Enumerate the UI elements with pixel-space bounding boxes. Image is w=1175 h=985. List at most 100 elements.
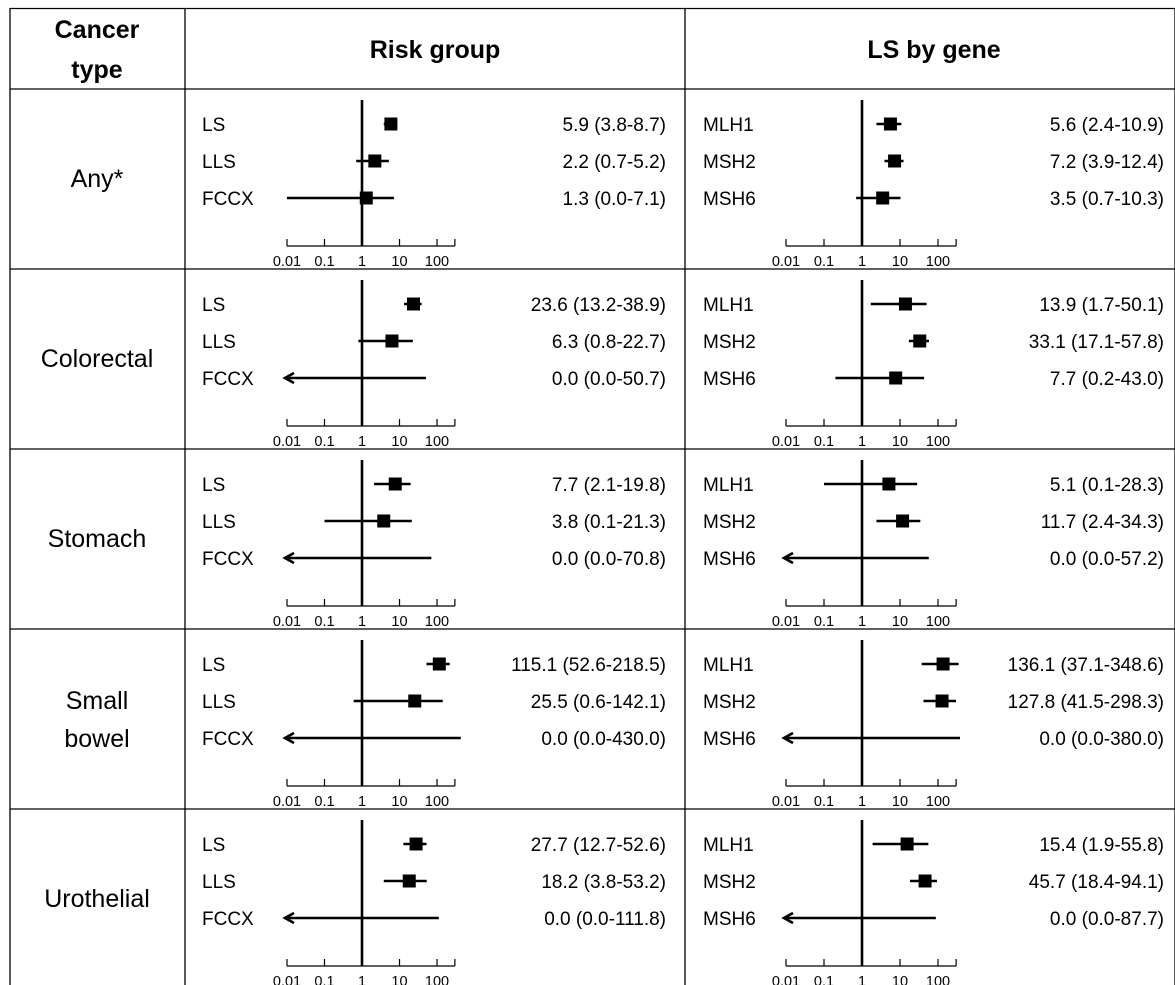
x-tick-label: 0.01 — [273, 614, 301, 630]
x-tick-label: 0.1 — [314, 434, 334, 450]
point-estimate — [359, 191, 373, 205]
estimate-ci-text: 7.7 (2.1-19.8) — [552, 475, 666, 496]
forest-panels: Any* 0.01 0.1 1 10 100 LS 5.9 (3.8-8.7) LLS 2.2 (… — [41, 100, 1164, 985]
row-label: LS — [202, 295, 225, 316]
left-arrow — [282, 731, 295, 745]
risk-group-forest: 0.01 0.1 1 10 100 LS 5.9 (3.8-8.7) LLS 2.2 (0.7-… — [202, 100, 666, 270]
estimate-ci-text: 5.9 (3.8-8.7) — [563, 115, 667, 136]
point-estimate — [408, 694, 422, 708]
x-tick-label: 0.01 — [273, 254, 301, 270]
x-tick-label: 100 — [425, 254, 449, 270]
point-estimate — [402, 874, 416, 888]
cancer-type-label: Colorectal — [41, 345, 154, 373]
x-tick-label: 1 — [358, 614, 366, 630]
estimate-ci-text: 5.6 (2.4-10.9) — [1050, 115, 1164, 136]
row-label: LS — [202, 115, 225, 136]
estimate-ci-text: 11.7 (2.4-34.3) — [1041, 512, 1164, 533]
point-estimate — [409, 837, 423, 851]
estimate-ci-text: 13.9 (1.7-50.1) — [1039, 295, 1164, 316]
row-label: LLS — [202, 872, 236, 893]
x-tick-label: 10 — [892, 974, 908, 985]
ls-by-gene-forest: 0.01 0.1 1 10 100 MLH1 5.6 (2.4-10.9) MSH2 7.2 (… — [703, 100, 1164, 270]
x-tick-label: 1 — [358, 434, 366, 450]
row-label: LLS — [202, 152, 236, 173]
point-estimate — [368, 154, 382, 168]
x-tick-label: 0.1 — [314, 974, 334, 985]
row-label: MSH2 — [703, 692, 756, 713]
x-tick-label: 100 — [926, 434, 950, 450]
cancer-type-label: bowel — [64, 725, 129, 753]
row-label: MSH2 — [703, 512, 756, 533]
point-estimate — [936, 657, 950, 671]
estimate-ci-text: 33.1 (17.1-57.8) — [1029, 332, 1164, 353]
x-tick-label: 0.01 — [772, 254, 800, 270]
table-grid — [9, 7, 1175, 985]
row-label: FCCX — [202, 729, 254, 750]
row-label: MSH6 — [703, 189, 756, 210]
x-tick-label: 1 — [858, 614, 866, 630]
estimate-ci-text: 45.7 (18.4-94.1) — [1029, 872, 1164, 893]
row-label: FCCX — [202, 549, 254, 570]
estimate-ci-text: 0.0 (0.0-87.7) — [1050, 909, 1164, 930]
risk-group-forest: 0.01 0.1 1 10 100 LS 7.7 (2.1-19.8) LLS 3.8 (0.1… — [202, 460, 666, 630]
estimate-ci-text: 2.2 (0.7-5.2) — [563, 152, 667, 173]
x-tick-label: 1 — [358, 974, 366, 985]
x-tick-label: 0.1 — [814, 614, 834, 630]
x-tick-label: 10 — [892, 614, 908, 630]
x-tick-label: 100 — [425, 794, 449, 810]
estimate-ci-text: 127.8 (41.5-298.3) — [1008, 692, 1164, 713]
x-tick-label: 0.1 — [314, 254, 334, 270]
x-tick-label: 0.01 — [772, 794, 800, 810]
x-tick-label: 100 — [425, 614, 449, 630]
point-estimate — [385, 334, 399, 348]
point-estimate — [432, 657, 446, 671]
left-arrow — [781, 911, 794, 925]
row-label: MLH1 — [703, 835, 754, 856]
x-tick-label: 100 — [926, 254, 950, 270]
x-tick-label: 10 — [892, 434, 908, 450]
x-tick-label: 0.01 — [772, 974, 800, 985]
estimate-ci-text: 7.2 (3.9-12.4) — [1050, 152, 1164, 173]
row-label: FCCX — [202, 189, 254, 210]
row-label: LS — [202, 475, 225, 496]
point-estimate — [889, 371, 903, 385]
estimate-ci-text: 115.1 (52.6-218.5) — [511, 655, 666, 676]
row-label: MLH1 — [703, 115, 754, 136]
header-cancer-type-line2: type — [71, 56, 123, 84]
x-tick-label: 0.01 — [273, 794, 301, 810]
row-label: LS — [202, 655, 225, 676]
x-tick-label: 100 — [425, 434, 449, 450]
cancer-type-label: Small — [66, 687, 129, 715]
risk-group-forest: 0.01 0.1 1 10 100 LS 23.6 (13.2-38.9) LLS 6.3 (0… — [202, 280, 666, 450]
left-arrow — [282, 551, 295, 565]
left-arrow — [781, 731, 794, 745]
header-cancer-type-line1: Cancer — [55, 16, 140, 44]
estimate-ci-text: 3.8 (0.1-21.3) — [552, 512, 666, 533]
panel-small-bowel: Small bowel 0.01 0.1 1 10 100 LS 115.1 (52.6-218… — [64, 640, 1164, 810]
estimate-ci-text: 6.3 (0.8-22.7) — [552, 332, 666, 353]
estimate-ci-text: 1.3 (0.0-7.1) — [563, 189, 667, 210]
x-tick-label: 10 — [391, 614, 407, 630]
estimate-ci-text: 18.2 (3.8-53.2) — [541, 872, 666, 893]
left-arrow — [282, 911, 295, 925]
x-tick-label: 1 — [358, 794, 366, 810]
estimate-ci-text: 0.0 (0.0-430.0) — [541, 729, 666, 750]
x-tick-label: 0.1 — [314, 794, 334, 810]
cancer-type-label: Urothelial — [44, 885, 150, 913]
row-label: MLH1 — [703, 655, 754, 676]
estimate-ci-text: 15.4 (1.9-55.8) — [1039, 835, 1164, 856]
row-label: MSH2 — [703, 152, 756, 173]
x-tick-label: 100 — [926, 614, 950, 630]
header-ls-by-gene: LS by gene — [867, 36, 1000, 64]
row-label: MSH2 — [703, 872, 756, 893]
x-tick-label: 1 — [858, 974, 866, 985]
panel-colorectal: Colorectal 0.01 0.1 1 10 100 LS 23.6 (13.2-38.9… — [41, 280, 1164, 450]
panel-urothelial: Urothelial 0.01 0.1 1 10 100 LS 27.7 (12.7-52.6… — [44, 820, 1164, 985]
estimate-ci-text: 25.5 (0.6-142.1) — [531, 692, 666, 713]
estimate-ci-text: 27.7 (12.7-52.6) — [531, 835, 666, 856]
x-tick-label: 10 — [391, 794, 407, 810]
left-arrow — [282, 371, 295, 385]
estimate-ci-text: 0.0 (0.0-57.2) — [1050, 549, 1164, 570]
x-tick-label: 100 — [926, 974, 950, 985]
estimate-ci-text: 23.6 (13.2-38.9) — [531, 295, 666, 316]
